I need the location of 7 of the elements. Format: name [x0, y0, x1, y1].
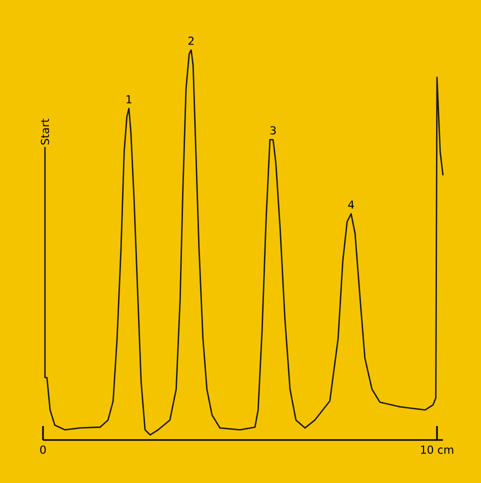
annotation: 3: [270, 126, 276, 134]
annotation: 1: [126, 95, 132, 104]
x-tick-label: 0: [40, 446, 46, 454]
annotation: 2: [188, 36, 194, 45]
annotation: Start: [40, 118, 50, 145]
x-tick-label: 10 cm: [421, 446, 454, 454]
annotation: 4: [348, 200, 354, 209]
